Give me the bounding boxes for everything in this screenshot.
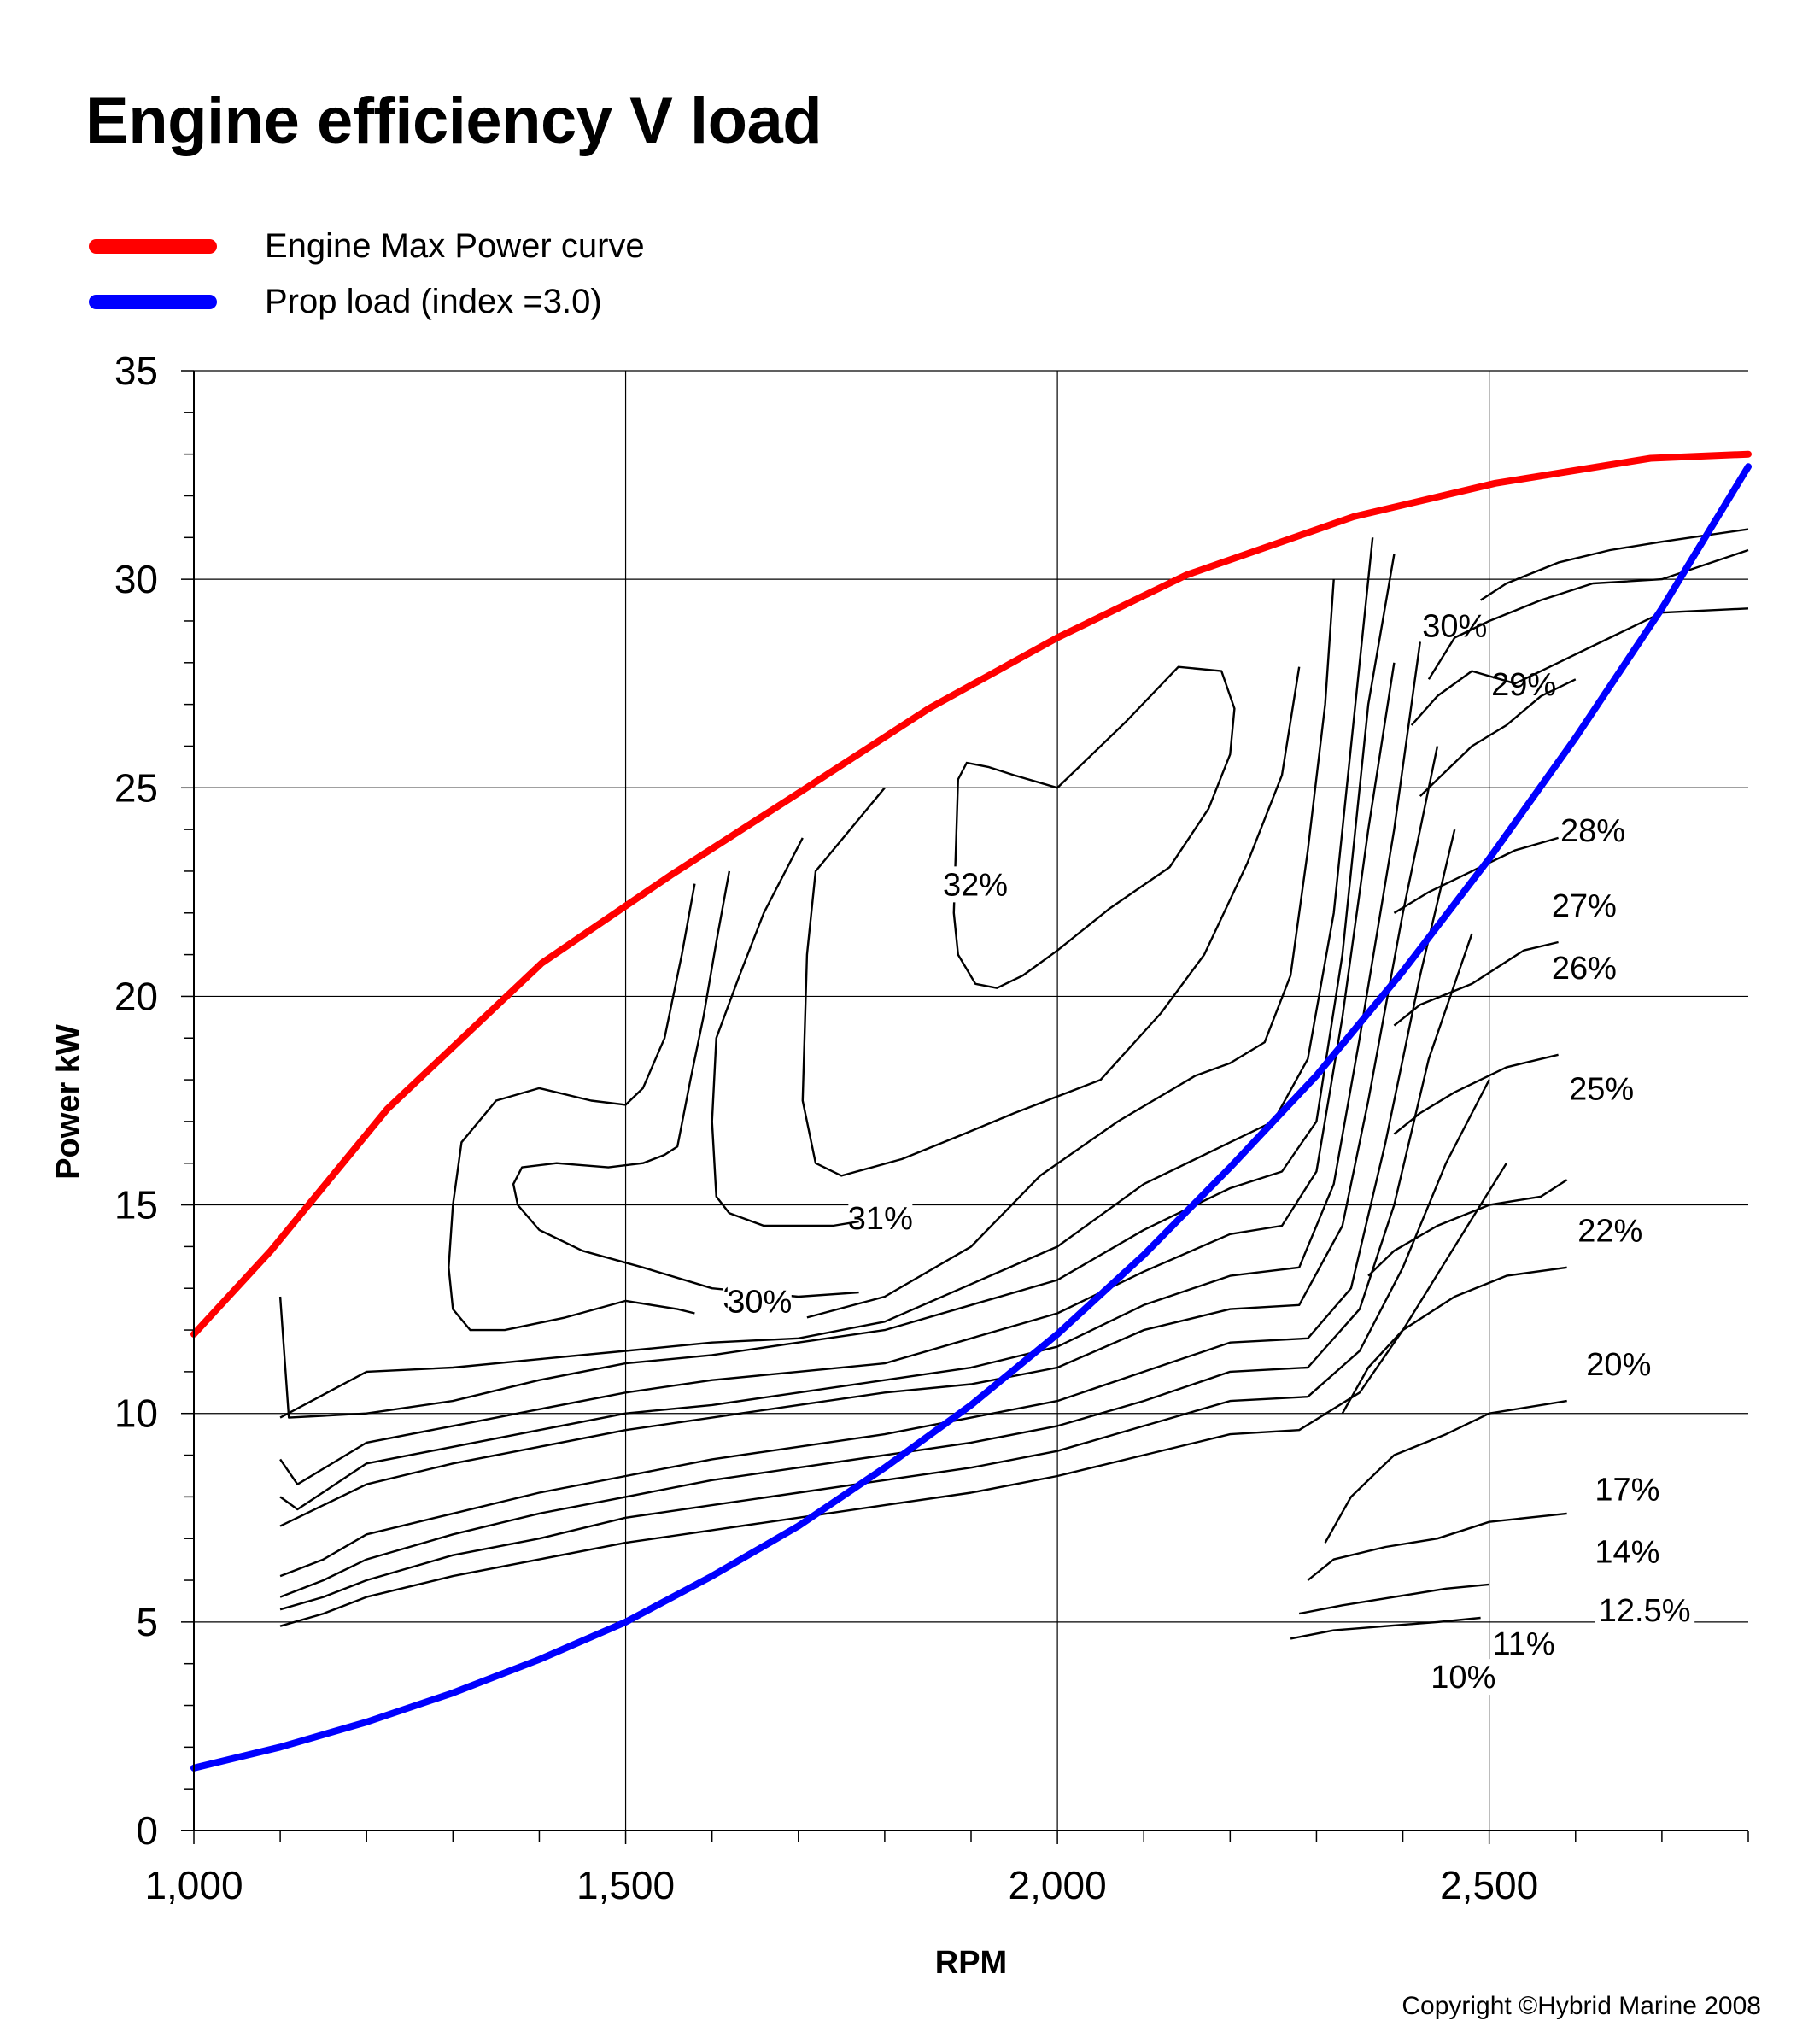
- contour-line: [712, 838, 859, 1226]
- contour-label: 29%: [1491, 667, 1556, 703]
- x-axis-title: RPM: [935, 1945, 1007, 1981]
- contour-label: 10%: [1431, 1660, 1495, 1696]
- contour-line: [1368, 1180, 1567, 1275]
- contour-line: [1290, 1618, 1481, 1638]
- contour-label: 20%: [1586, 1347, 1651, 1383]
- y-tick-label: 25: [114, 765, 158, 810]
- y-tick-label: 5: [136, 1600, 158, 1644]
- contour-line: [954, 667, 1235, 988]
- contour-line: [280, 554, 1394, 1418]
- copyright-text: Copyright ©Hybrid Marine 2008: [1402, 1992, 1761, 2021]
- contour-line: [280, 641, 1420, 1509]
- axes: [181, 371, 1748, 1844]
- contour-line: [1299, 1585, 1489, 1614]
- contour-label: 26%: [1552, 951, 1617, 987]
- contour-label: 31%: [848, 1201, 913, 1237]
- contour-label: 17%: [1595, 1472, 1659, 1508]
- contour-line: [280, 663, 1394, 1485]
- y-tick-label: 30: [114, 557, 158, 601]
- contour-lines: 32%31%30%30%30%29%28%27%26%25%22%20%17%1…: [280, 530, 1748, 1696]
- contour-line: [280, 934, 1472, 1596]
- contour-label: 25%: [1569, 1072, 1634, 1108]
- y-tick-label: 35: [114, 349, 158, 393]
- y-tick-label: 15: [114, 1183, 158, 1227]
- y-tick-label: 20: [114, 974, 158, 1018]
- series-line-prop-load: [194, 466, 1748, 1768]
- grid: [194, 371, 1748, 1831]
- y-tick-label: 0: [136, 1808, 158, 1853]
- y-axis-title: Power kW: [50, 1024, 86, 1180]
- contour-label: 30%: [727, 1285, 792, 1321]
- contour-label: 22%: [1577, 1214, 1642, 1250]
- contour-line: [1325, 1401, 1567, 1543]
- y-tick-label: 10: [114, 1391, 158, 1436]
- series-lines: [194, 454, 1748, 1768]
- contour-label: 32%: [943, 867, 1008, 903]
- contour-label: 11%: [1492, 1626, 1554, 1662]
- x-tick-label: 2,500: [1440, 1863, 1538, 1907]
- contour-line: [280, 1080, 1489, 1609]
- contour-label: 14%: [1595, 1535, 1659, 1571]
- contour-line: [1394, 1055, 1558, 1134]
- x-tick-label: 1,000: [144, 1863, 243, 1907]
- contour-line: [448, 884, 694, 1331]
- x-tick-label: 1,500: [576, 1863, 675, 1907]
- x-tick-label: 2,000: [1009, 1863, 1107, 1907]
- contour-label: 27%: [1552, 888, 1617, 924]
- contour-line: [1308, 1514, 1566, 1580]
- contour-label: 28%: [1560, 813, 1625, 849]
- contour-label: 12.5%: [1599, 1593, 1691, 1629]
- contour-line: [1343, 1268, 1567, 1414]
